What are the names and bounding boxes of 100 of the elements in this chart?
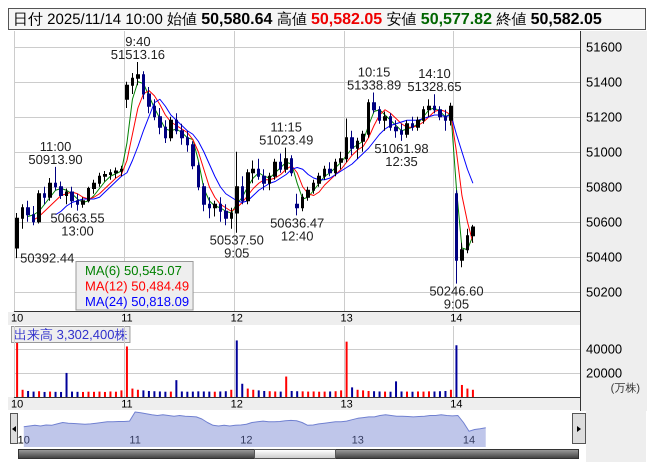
bar	[329, 391, 332, 397]
candlestick	[339, 151, 343, 170]
bar	[433, 391, 436, 397]
candlestick	[411, 116, 414, 132]
bar	[416, 391, 419, 397]
candlestick	[400, 123, 403, 142]
candlestick	[180, 123, 184, 146]
bar	[400, 391, 403, 397]
bar	[378, 391, 381, 397]
annotation: 50636.47 12:40	[270, 215, 324, 244]
y-tick-label: 40000	[586, 341, 622, 356]
y-tick-label: 20000	[586, 365, 622, 380]
bar	[428, 391, 430, 397]
bar	[368, 390, 370, 397]
bar	[472, 390, 474, 397]
x-tick-label: 14	[450, 398, 463, 410]
text: MA(24) 50,818.09	[85, 294, 190, 309]
bar	[126, 346, 128, 397]
candlestick	[219, 196, 222, 222]
bar	[460, 384, 463, 397]
candlestick	[103, 170, 107, 182]
candlestick	[273, 158, 277, 180]
bar	[395, 381, 398, 397]
x-tick-label: 13	[340, 398, 353, 410]
candlestick	[422, 106, 425, 124]
x-tick-label: 12	[230, 398, 243, 410]
candlestick	[241, 176, 244, 205]
candlestick	[169, 116, 173, 142]
candlestick	[444, 109, 447, 132]
candlestick	[312, 179, 315, 194]
candlestick	[433, 94, 436, 114]
candlestick	[164, 120, 167, 144]
annotation: 14:10 51328.65	[407, 66, 462, 94]
bar	[312, 391, 315, 397]
bar	[362, 390, 364, 397]
bar	[450, 390, 452, 397]
candlestick	[120, 165, 123, 177]
candlestick	[356, 137, 359, 160]
candlestick	[87, 186, 90, 203]
bar	[246, 388, 249, 397]
candlestick	[438, 106, 442, 121]
x-tick-label: 13	[340, 312, 353, 324]
candlestick	[59, 181, 63, 200]
bar	[92, 392, 95, 397]
y-tick-label: 50800	[586, 179, 622, 194]
x-tick-label: 13	[352, 434, 364, 446]
candlestick	[136, 61, 140, 86]
candlestick	[235, 151, 239, 234]
text: MA(6) 50,545.07	[85, 263, 182, 278]
bar	[180, 391, 183, 397]
bar	[60, 392, 62, 397]
bar	[38, 391, 40, 397]
bar	[120, 390, 122, 397]
candlestick	[405, 120, 409, 138]
chart-title: 日付 2025/11/14 10:00 始値 50,580.64 高値 50,582.05 安値 50,577.82 終値 50,582.05	[13, 11, 602, 28]
bar	[444, 390, 446, 397]
bar	[148, 390, 150, 397]
bar	[307, 392, 310, 397]
bar	[280, 392, 282, 397]
candlestick	[279, 153, 282, 174]
candlestick	[202, 182, 206, 212]
y-tick-label: 51600	[586, 39, 622, 54]
bar	[27, 390, 30, 397]
bar	[455, 345, 458, 397]
candlestick	[284, 147, 288, 174]
candlestick	[191, 140, 195, 170]
y-tick-label: 51400	[586, 74, 622, 90]
bar	[318, 392, 320, 397]
bar	[214, 392, 216, 397]
candlestick	[142, 70, 145, 100]
candlestick	[37, 190, 41, 224]
x-tick-label: 11	[121, 398, 133, 410]
x-tick-label: 14	[462, 434, 476, 446]
annotation: 50537.50 9:05	[210, 232, 264, 261]
candlestick	[158, 108, 162, 135]
bar	[153, 391, 156, 397]
bar	[170, 392, 172, 397]
x-tick-label: 14	[450, 312, 463, 324]
candlestick	[153, 98, 156, 121]
x-tick-label: 12	[230, 312, 243, 324]
candlestick	[65, 188, 68, 205]
bar	[334, 391, 337, 397]
bar	[82, 392, 84, 397]
bar	[49, 392, 52, 397]
bar	[54, 392, 57, 397]
bar	[356, 390, 359, 397]
candlestick	[257, 158, 260, 180]
candlestick	[26, 200, 30, 222]
candlestick	[372, 92, 376, 114]
bar	[236, 340, 238, 397]
candlestick	[197, 162, 200, 191]
bar	[422, 392, 424, 397]
bar	[302, 391, 304, 397]
y-tick-label: 50600	[586, 214, 622, 230]
candlestick	[21, 204, 24, 230]
candlestick	[208, 196, 211, 219]
x-tick-label: 11	[129, 434, 141, 446]
bar	[351, 387, 354, 397]
candlestick	[262, 168, 266, 191]
y-tick-label: 50400	[586, 249, 622, 264]
